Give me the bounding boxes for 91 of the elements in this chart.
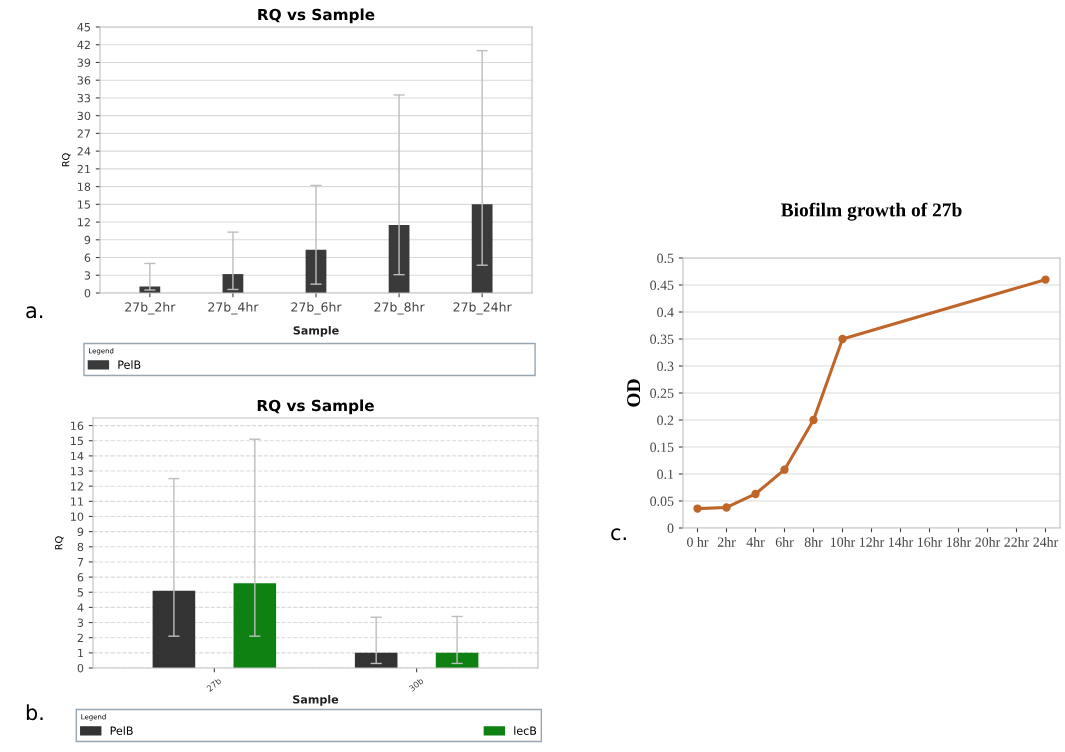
y-tick-label: 30 [77, 111, 91, 121]
x-tick-label: 12hr [859, 537, 885, 547]
point [809, 415, 818, 425]
x-tick-label: 18hr [946, 537, 972, 547]
x-tick-label: 20hr [975, 537, 1001, 547]
x-tick-label: 27b_6hr [291, 302, 342, 315]
y-tick-label: 2 [77, 633, 83, 642]
y-tick-label: 7 [77, 558, 84, 567]
y-tick-label: 33 [77, 93, 91, 103]
text: b. [26, 704, 43, 721]
y-axis-title: RQ [62, 153, 71, 167]
x-tick-label: 27b_24hr [453, 302, 512, 315]
bar [152, 590, 196, 668]
x-tick-label: 8hr [804, 537, 823, 547]
bar [233, 583, 277, 668]
x-axis-title: Sample [293, 695, 339, 706]
y-tick-label: 10 [71, 512, 84, 521]
legend-label: lecB [514, 726, 537, 735]
y-tick-label: 3 [84, 271, 91, 280]
bar [471, 204, 493, 293]
y-tick-label: 0 [77, 663, 84, 673]
x-tick-label: 27b_8hr [374, 302, 425, 315]
y-tick-label: 0.2 [657, 415, 674, 426]
y-tick-label: 0.35 [650, 334, 674, 345]
y-tick-label: 4 [77, 603, 84, 612]
y-tick-label: 12 [71, 482, 83, 491]
x-tick-label: 10hr [830, 537, 856, 547]
x-tick-label: 6hr [775, 537, 794, 547]
bar [435, 652, 479, 668]
y-tick-label: 0.25 [650, 388, 674, 399]
y-tick-label: 1 [78, 648, 83, 658]
chart-title: RQ vs Sample [257, 399, 374, 415]
y-tick-label: 9 [84, 235, 91, 245]
x-tick-label: 0 hr [687, 537, 709, 547]
x-axis-title: Sample [293, 326, 339, 337]
x-tick-label: 27b [206, 677, 222, 692]
y-tick-label: 36 [77, 76, 91, 85]
y-tick-label: 15 [71, 436, 83, 446]
y-tick-label: 15 [78, 200, 90, 209]
y-tick-label: 0.45 [650, 280, 674, 291]
y-tick-label: 0.05 [650, 496, 674, 507]
y-tick-label: 18 [78, 182, 91, 191]
y-tick-label: 39 [77, 58, 91, 67]
x-tick-label: 27b_4hr [208, 302, 259, 315]
y-tick-label: 45 [77, 23, 90, 32]
x-tick-label: 30b [408, 677, 424, 692]
point [751, 489, 760, 499]
y-tick-label: 13 [71, 467, 84, 476]
point [722, 503, 731, 512]
bar [354, 652, 398, 668]
y-tick-label: 6 [77, 573, 84, 582]
y-tick-label: 6 [84, 253, 91, 262]
point [693, 504, 702, 513]
text: a. [26, 306, 43, 319]
legend-label: PelB [118, 360, 141, 369]
y-tick-label: 8 [77, 542, 84, 552]
y-tick-label: 5 [77, 588, 83, 597]
y-tick-label: 9 [77, 527, 84, 537]
y-tick-label: 0.5 [657, 253, 674, 264]
y-tick-label: 0.1 [657, 469, 674, 480]
x-tick-label: 14hr [888, 537, 914, 547]
y-tick-label: 0 [667, 523, 674, 533]
y-tick-label: 0.15 [650, 442, 674, 453]
x-tick-label: 2hr [717, 537, 736, 547]
y-tick-label: 42 [77, 40, 90, 49]
chart-title: RQ vs Sample [258, 8, 375, 24]
y-axis-title: RQ [55, 536, 64, 550]
y-tick-label: 21 [77, 164, 90, 174]
point [1041, 275, 1050, 284]
y-tick-label: 14 [71, 452, 84, 461]
y-tick-label: 0.3 [657, 361, 674, 372]
x-tick-label: 24hr [1033, 537, 1059, 547]
x-tick-label: 27b_2hr [125, 302, 176, 315]
y-tick-label: 0 [84, 288, 91, 298]
y-tick-label: 16 [71, 421, 84, 430]
y-tick-label: 12 [78, 218, 90, 227]
chart-title: Biofilm growth of 27b [780, 202, 962, 221]
point [838, 334, 847, 344]
y-tick-label: 11 [71, 497, 83, 506]
y-tick-label: 3 [77, 618, 84, 627]
y-axis-title: OD [627, 379, 641, 407]
point [780, 465, 789, 474]
y-tick-label: 24 [77, 147, 91, 156]
text: c. [611, 528, 626, 541]
y-tick-label: 0.4 [657, 307, 674, 318]
y-tick-label: 27 [77, 129, 91, 138]
legend-label: PelB [110, 726, 133, 735]
x-tick-label: 4hr [746, 537, 765, 547]
x-tick-label: 16hr [917, 537, 943, 547]
bar [388, 225, 410, 293]
x-tick-label: 22hr [1004, 537, 1030, 547]
